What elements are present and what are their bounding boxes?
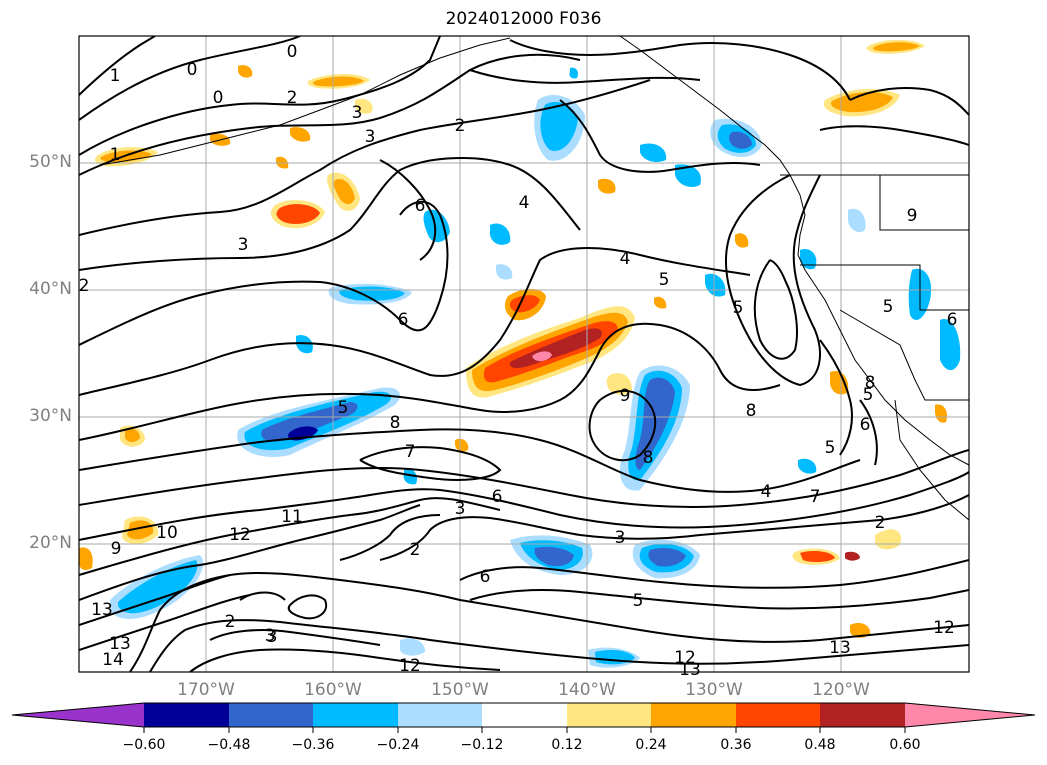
contour-label: 3 <box>352 103 363 123</box>
colorbar-segment <box>229 703 313 727</box>
contour-label: 5 <box>825 438 836 458</box>
lat-label-20n: 20°N <box>29 533 72 553</box>
colorbar-segment <box>820 703 905 727</box>
colorbar-segment <box>736 703 820 727</box>
contour-label: 5 <box>659 270 670 290</box>
colorbar-tick-label: −0.12 <box>460 737 504 753</box>
colorbar-tick-label: 0.36 <box>720 737 752 753</box>
colorbar-segment <box>144 703 229 727</box>
contour-label: 10 <box>156 523 178 543</box>
contour-label: 0 <box>287 42 298 62</box>
contour-label: 3 <box>267 627 278 647</box>
lon-label-160w: 160°W <box>304 680 362 700</box>
colorbar-tick-label: 0.60 <box>889 737 921 753</box>
gridlines <box>79 36 969 672</box>
colorbar-tick-label: −0.36 <box>291 737 335 753</box>
contour-label: 6 <box>415 196 426 216</box>
contour-label: 6 <box>947 310 958 330</box>
contour-label: 3 <box>615 528 626 548</box>
contour-label: 3 <box>265 626 276 646</box>
contour-label: 9 <box>111 539 122 559</box>
colorbar-tick-label: 0.48 <box>804 737 836 753</box>
lat-label-50n: 50°N <box>29 152 72 172</box>
contour-label: 3 <box>238 235 249 255</box>
contour-label: 4 <box>761 482 772 502</box>
contour-label: 6 <box>492 487 503 507</box>
lat-label-30n: 30°N <box>29 406 72 426</box>
contour-label: 13 <box>91 600 113 620</box>
contour-label: 12 <box>674 648 696 668</box>
contour-label: 6 <box>480 567 491 587</box>
contour-label: 12 <box>229 525 251 545</box>
contour-label: 12 <box>933 618 955 638</box>
colorbar-extend-high <box>905 703 1035 727</box>
contour-label: 6 <box>398 310 409 330</box>
contour-label: 5 <box>883 297 894 317</box>
map-title: 2024012000 F036 <box>445 9 602 29</box>
coastlines <box>99 36 969 521</box>
colorbar-extend-low <box>12 703 144 727</box>
lon-label-150w: 150°W <box>431 680 489 700</box>
contour-label: 2 <box>287 88 298 108</box>
colorbar-segment <box>398 703 482 727</box>
lat-label-40n: 40°N <box>29 279 72 299</box>
contour-label: 2 <box>875 513 886 533</box>
colorbar-segment <box>567 703 651 727</box>
contour-label: 6 <box>860 415 871 435</box>
contour-label: 13 <box>679 660 701 680</box>
contour-label: 3 <box>455 499 466 519</box>
contour-lines <box>79 36 969 672</box>
contour-label: 4 <box>519 193 530 213</box>
colorbar-segment <box>313 703 398 727</box>
contour-label: 8 <box>390 413 401 433</box>
colorbar-tick-label: 0.24 <box>635 737 667 753</box>
contour-label: 13 <box>829 638 851 658</box>
contour-label: 3 <box>365 127 376 147</box>
contour-label: 1 <box>110 145 121 165</box>
contour-label: 5 <box>633 591 644 611</box>
contour-label: 0 <box>213 88 224 108</box>
contour-label: 11 <box>281 507 303 527</box>
contour-label: 9 <box>620 386 631 406</box>
contour-label: 2 <box>455 116 466 136</box>
colorbar-segment <box>651 703 736 727</box>
contour-label: 13 <box>109 634 131 654</box>
lon-label-130w: 130°W <box>685 680 743 700</box>
contour-label: 5 <box>338 398 349 418</box>
colorbar-tick-label: 0.12 <box>551 737 583 753</box>
contour-label: 7 <box>810 487 821 507</box>
contour-label: 12 <box>399 656 421 676</box>
contour-label: 2 <box>225 612 236 632</box>
lon-label-170w: 170°W <box>177 680 235 700</box>
colorbar-tick-label: −0.24 <box>376 737 420 753</box>
colorbar-tick-label: −0.48 <box>207 737 251 753</box>
contour-label: 8 <box>643 448 654 468</box>
colorbar-segment <box>482 703 567 727</box>
colorbar <box>11 702 1036 733</box>
map-frame <box>78 35 970 673</box>
contour-label: 2 <box>79 276 90 296</box>
lon-label-120w: 120°W <box>812 680 870 700</box>
contour-label: 2 <box>410 540 421 560</box>
contour-label: 14 <box>102 650 124 670</box>
contour-label: 1 <box>110 66 121 86</box>
contour-label: 5 <box>733 298 744 318</box>
colorbar-tick-label: −0.60 <box>122 737 166 753</box>
contour-label: 9 <box>907 206 918 226</box>
contour-label: 4 <box>620 249 631 269</box>
contour-label: 0 <box>187 60 198 80</box>
lon-label-140w: 140°W <box>558 680 616 700</box>
contour-label: 8 <box>865 373 876 393</box>
contour-label: 7 <box>405 442 416 462</box>
contour-label: 8 <box>746 401 757 421</box>
contour-label: 5 <box>863 385 874 405</box>
